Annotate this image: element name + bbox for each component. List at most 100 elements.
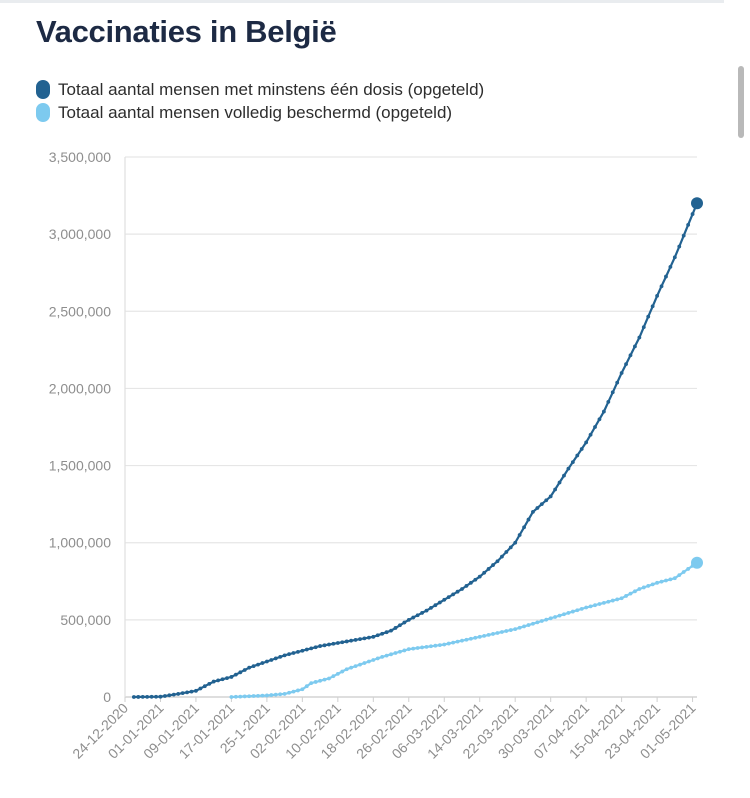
data-point-0 <box>451 592 456 597</box>
data-point-1 <box>460 638 464 643</box>
data-point-0 <box>194 688 198 693</box>
data-point-1 <box>358 662 362 667</box>
data-point-0 <box>570 460 575 464</box>
data-point-0 <box>233 672 238 677</box>
data-point-0 <box>606 400 611 404</box>
data-point-0 <box>393 626 398 630</box>
series-end-marker-1 <box>691 556 703 569</box>
data-point-0 <box>136 695 141 699</box>
data-point-0 <box>145 694 150 699</box>
data-point-0 <box>584 440 589 445</box>
legend-item-dose1[interactable]: Totaal aantal mensen met minstens één do… <box>36 78 484 101</box>
data-point-1 <box>606 599 611 604</box>
data-point-0 <box>380 631 385 636</box>
data-point-1 <box>637 587 642 591</box>
data-point-1 <box>477 634 482 639</box>
legend-swatch-full <box>36 103 50 122</box>
data-point-1 <box>233 694 238 699</box>
data-point-1 <box>256 693 260 698</box>
data-point-1 <box>588 604 593 609</box>
data-point-0 <box>278 654 283 659</box>
data-point-0 <box>353 638 358 642</box>
data-point-0 <box>544 498 549 503</box>
data-point-0 <box>522 525 526 530</box>
chart-legend: Totaal aantal mensen met minstens één do… <box>36 78 484 124</box>
data-point-0 <box>664 274 668 279</box>
data-point-1 <box>247 694 252 699</box>
data-point-1 <box>526 623 531 627</box>
legend-item-full[interactable]: Totaal aantal mensen volledig beschermd … <box>36 101 484 124</box>
series-end-marker-0 <box>691 197 703 210</box>
data-point-1 <box>539 619 544 623</box>
data-point-0 <box>464 584 469 588</box>
data-point-0 <box>140 694 145 699</box>
data-point-0 <box>562 473 566 478</box>
data-point-1 <box>296 688 300 693</box>
data-point-0 <box>313 645 318 650</box>
data-point-0 <box>389 628 393 633</box>
series-line-1 <box>231 561 698 699</box>
data-point-1 <box>331 674 336 679</box>
data-point-0 <box>659 284 664 289</box>
data-point-1 <box>371 658 376 662</box>
data-point-1 <box>495 631 500 635</box>
data-point-0 <box>242 668 247 672</box>
data-point-1 <box>535 620 540 625</box>
data-point-1 <box>353 664 358 669</box>
data-point-0 <box>597 417 602 422</box>
data-point-1 <box>482 633 487 638</box>
data-point-0 <box>615 380 620 385</box>
data-point-0 <box>287 652 291 657</box>
data-point-0 <box>273 656 278 661</box>
data-point-0 <box>633 344 637 349</box>
data-point-1 <box>389 652 393 657</box>
data-point-1 <box>677 573 682 578</box>
data-point-0 <box>681 233 686 238</box>
data-point-1 <box>491 632 495 636</box>
data-point-0 <box>641 325 646 329</box>
data-point-0 <box>672 255 677 260</box>
data-point-1 <box>562 612 566 617</box>
data-point-0 <box>579 447 584 451</box>
data-point-1 <box>278 692 283 697</box>
data-point-1 <box>544 617 549 622</box>
data-point-0 <box>180 691 185 696</box>
data-point-1 <box>681 570 686 574</box>
data-point-1 <box>504 629 509 633</box>
data-point-1 <box>384 653 389 658</box>
data-point-1 <box>420 645 424 650</box>
y-tick-label: 2,500,000 <box>49 303 111 319</box>
data-point-0 <box>366 635 371 640</box>
data-point-0 <box>318 644 323 648</box>
data-point-0 <box>566 466 571 471</box>
data-point-0 <box>619 371 624 375</box>
data-point-0 <box>446 595 451 599</box>
data-point-1 <box>628 591 633 596</box>
data-point-0 <box>296 649 300 654</box>
data-point-0 <box>690 212 695 216</box>
data-point-0 <box>513 540 518 545</box>
data-point-1 <box>641 585 646 590</box>
data-point-1 <box>402 648 407 653</box>
y-tick-label: 3,000,000 <box>49 226 111 242</box>
legend-swatch-dose1 <box>36 80 50 99</box>
legend-label-full: Totaal aantal mensen volledig beschermd … <box>58 102 453 122</box>
data-point-1 <box>264 693 269 698</box>
data-point-0 <box>539 502 544 507</box>
data-point-1 <box>273 692 278 697</box>
data-point-0 <box>508 545 513 550</box>
data-point-1 <box>335 671 340 676</box>
data-point-0 <box>375 633 380 638</box>
data-point-1 <box>451 640 456 645</box>
data-point-1 <box>517 625 522 630</box>
data-point-1 <box>624 594 628 598</box>
data-point-1 <box>464 637 469 642</box>
scrollbar[interactable] <box>738 66 744 138</box>
data-point-0 <box>402 620 407 625</box>
data-point-0 <box>624 362 628 367</box>
y-tick-label: 500,000 <box>60 612 111 628</box>
data-point-0 <box>331 641 336 646</box>
data-point-1 <box>442 642 447 647</box>
data-point-0 <box>251 664 256 669</box>
